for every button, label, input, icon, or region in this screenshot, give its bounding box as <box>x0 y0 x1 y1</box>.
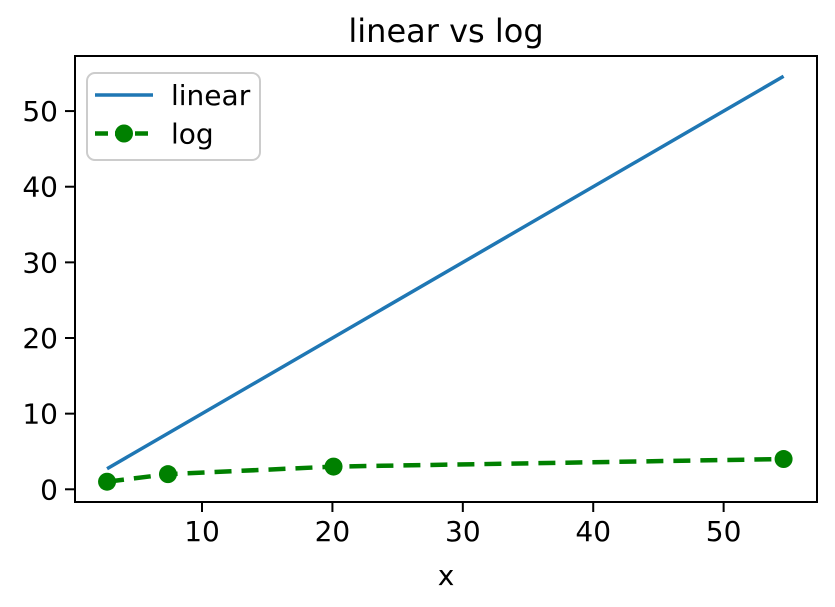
series-layer <box>98 74 793 491</box>
data-point-marker-log <box>158 465 177 484</box>
y-tick-label: 20 <box>22 322 58 355</box>
chart-title: linear vs log <box>348 12 543 50</box>
x-tick-label: 10 <box>184 515 220 548</box>
y-tick-label: 0 <box>40 473 58 506</box>
series-line-linear <box>106 74 785 471</box>
y-tick-label: 30 <box>22 246 58 279</box>
x-tick-label: 50 <box>706 515 742 548</box>
axes-layer: 10 20 30 40 50 0 10 20 30 40 50 <box>22 55 818 548</box>
data-point-marker-log <box>324 457 343 476</box>
plot-frame <box>74 55 818 503</box>
y-tick-label: 10 <box>22 398 58 431</box>
series-line-log <box>106 456 784 484</box>
legend-sample-marker-log <box>115 124 133 143</box>
x-tick-label: 30 <box>445 515 481 548</box>
data-point-marker-log <box>774 450 793 469</box>
x-tick-label: 20 <box>315 515 351 548</box>
legend: linear log <box>86 72 261 161</box>
legend-label-log: log <box>171 118 214 151</box>
x-tick-label: 40 <box>575 515 611 548</box>
legend-label-linear: linear <box>171 79 251 112</box>
y-tick-label: 50 <box>22 95 58 128</box>
y-tick-label: 40 <box>22 171 58 204</box>
data-point-marker-log <box>98 472 117 491</box>
x-axis-label: x <box>438 559 455 592</box>
